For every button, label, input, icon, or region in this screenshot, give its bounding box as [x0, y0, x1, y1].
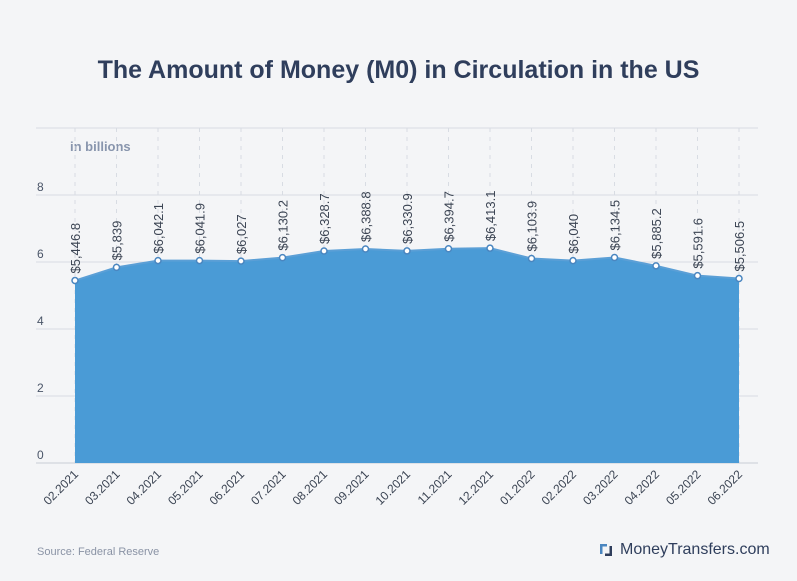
x-tick-label: 11.2021 — [415, 467, 455, 507]
data-point-07.2021 — [278, 253, 287, 262]
x-tick-label: 03.2021 — [82, 467, 123, 508]
x-tick-label: 08.2021 — [290, 467, 331, 508]
y-unit-label: in billions — [70, 139, 131, 154]
area-series — [74, 247, 740, 463]
x-tick-label: 05.2021 — [165, 467, 206, 508]
data-point-08.2021 — [320, 247, 328, 255]
data-labels: $5,446.8 $5,839 $6,042.1 $6,041.9 $6,027 $6,1… — [68, 191, 747, 274]
data-label-06.2021: $6,027 — [234, 214, 249, 254]
data-point-11.2021 — [444, 245, 453, 253]
data-label-08.2021: $6,328.7 — [317, 193, 332, 244]
x-tick-label: 01.2022 — [497, 467, 538, 508]
data-point-06.2022 — [735, 274, 743, 283]
data-label-04.2021: $6,042.1 — [151, 203, 166, 254]
brand-name: MoneyTransfers.com — [620, 541, 770, 558]
x-tick-label: 07.2021 — [248, 467, 289, 508]
data-label-01.2022: $6,103.9 — [525, 201, 540, 252]
data-point-02.2022 — [569, 256, 577, 265]
chart-title: The Amount of Money (M0) in Circulation … — [97, 56, 700, 84]
source-note: Source: Federal Reserve — [37, 546, 160, 558]
data-label-06.2022: $5,506.5 — [732, 221, 747, 272]
x-tick-label: 02.2021 — [41, 467, 82, 508]
x-tick-label: 12.2021 — [456, 467, 497, 508]
y-tick-label: 4 — [37, 314, 44, 328]
y-axis-ticks: 0 2 4 6 8 — [37, 180, 44, 462]
y-tick-label: 2 — [37, 381, 44, 395]
data-label-02.2022: $6,040 — [566, 214, 581, 254]
data-label-07.2021: $6,130.2 — [276, 200, 291, 251]
area-fill — [75, 248, 739, 463]
data-point-04.2022 — [652, 262, 660, 270]
data-point-10.2021 — [403, 247, 411, 255]
data-point-05.2021 — [195, 256, 204, 265]
data-label-12.2021: $6,413.1 — [483, 191, 498, 242]
data-label-05.2021: $6,041.9 — [193, 203, 208, 254]
data-point-03.2021 — [112, 263, 121, 272]
data-label-03.2022: $6,134.5 — [608, 200, 623, 251]
x-tick-label: 04.2021 — [124, 467, 165, 508]
data-label-04.2022: $5,885.2 — [649, 208, 664, 259]
x-tick-label: 02.2022 — [539, 467, 580, 508]
data-point-03.2022 — [610, 253, 619, 262]
data-label-11.2021: $6,394.7 — [442, 191, 457, 242]
x-tick-label: 10.2021 — [373, 467, 414, 508]
x-tick-label: 04.2022 — [622, 467, 663, 508]
data-point-01.2022 — [527, 254, 536, 263]
x-tick-label: 09.2021 — [331, 467, 372, 508]
data-point-02.2021 — [71, 276, 79, 285]
data-label-10.2021: $6,330.9 — [400, 193, 415, 244]
data-point-04.2021 — [154, 256, 162, 265]
x-tick-label: 03.2022 — [580, 467, 621, 508]
data-point-09.2021 — [361, 245, 370, 253]
x-tick-label: 06.2022 — [705, 467, 746, 508]
money-transfers-logo-icon — [600, 544, 612, 556]
x-tick-label: 05.2022 — [663, 467, 704, 508]
data-label-05.2022: $5,591.6 — [691, 218, 706, 269]
brand-link[interactable]: MoneyTransfers.com — [598, 541, 770, 559]
data-label-02.2021: $5,446.8 — [68, 223, 83, 274]
data-label-03.2021: $5,839 — [110, 221, 125, 261]
data-point-12.2021 — [486, 244, 494, 252]
data-point-06.2021 — [237, 257, 245, 265]
data-label-09.2021: $6,388.8 — [359, 191, 374, 242]
y-tick-label: 8 — [37, 180, 44, 194]
y-tick-label: 0 — [37, 448, 44, 462]
data-points — [71, 244, 743, 285]
y-tick-label: 6 — [37, 247, 44, 261]
x-axis-ticks: 02.2021 03.2021 04.2021 05.2021 06.2021 07.20… — [41, 467, 746, 508]
data-point-05.2022 — [693, 271, 702, 280]
x-tick-label: 06.2021 — [207, 467, 248, 508]
